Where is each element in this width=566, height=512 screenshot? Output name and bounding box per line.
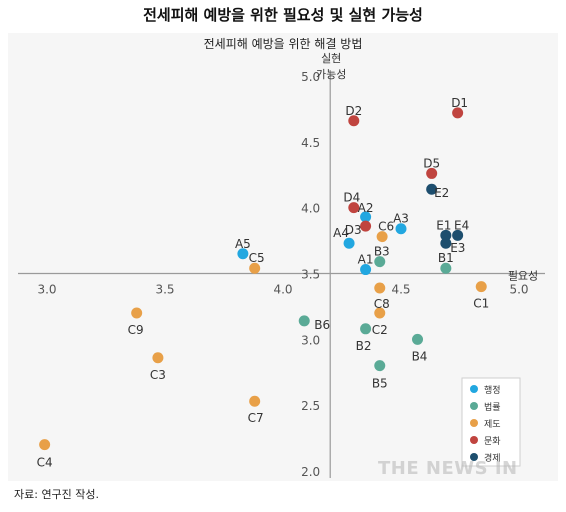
x-tick-label: 5.0 [509, 283, 528, 297]
point-a2 [360, 211, 372, 223]
point-b3 [374, 256, 386, 268]
legend-swatch-4 [470, 436, 478, 444]
y-tick-label: 3.0 [301, 333, 320, 347]
point-label: E4 [454, 218, 469, 232]
point-label: B2 [356, 339, 372, 353]
y-tick-label: 3.5 [301, 268, 320, 282]
point-c3 [152, 352, 164, 364]
legend-label: 제도 [484, 419, 501, 430]
point-label: D5 [423, 156, 440, 170]
point-label: B5 [372, 377, 388, 391]
point-c6 [376, 231, 388, 243]
point-b1 [440, 262, 452, 274]
x-axis-label: 필요성 [508, 270, 538, 283]
point-c1 [475, 281, 487, 293]
y-tick-label: 4.5 [301, 136, 320, 150]
scatter-plot: 3.0 3.5 4.0 4.5 5.02.02.53.03.54.04.55.0실현가능… [18, 52, 545, 479]
point-b6 [298, 315, 310, 327]
point-label: C5 [249, 251, 265, 265]
point-e1 [440, 229, 452, 241]
y-axis-label: 가능성 [316, 68, 346, 81]
point-label: A4 [333, 226, 349, 240]
point-label: E3 [450, 241, 465, 255]
point-e4 [452, 229, 464, 241]
point-label: C1 [473, 297, 489, 311]
legend-swatch-2 [470, 402, 478, 410]
point-label: D3 [345, 223, 362, 237]
point-d4 [348, 202, 360, 214]
point-label: B6 [314, 318, 330, 332]
point-label: C4 [37, 456, 53, 470]
point-d2 [348, 115, 360, 127]
point-c5 [249, 262, 261, 274]
legend-label: 법률 [484, 402, 501, 413]
x-tick-label: 3.0 [37, 283, 56, 297]
legend-label: 행정 [484, 384, 501, 396]
point-label: D1 [451, 96, 468, 110]
point-label: A2 [358, 201, 374, 215]
x-tick-label: 3.5 [155, 283, 174, 297]
point-label: C9 [128, 323, 144, 337]
chart-panel: 전세피해 예방을 위한 해결 방법 3.0 3.5 4.0 4.5 5.0 2.0 2.5 3… [8, 33, 558, 481]
point-label: C2 [372, 323, 388, 337]
point-c7 [249, 395, 261, 407]
page-title: 전세피해 예방을 위한 필요성 및 실현 가능성 [143, 6, 423, 24]
point-label: D4 [343, 191, 360, 205]
point-label: B1 [438, 251, 454, 265]
legend-label: 경제 [484, 452, 501, 464]
y-tick-label: 2.0 [301, 465, 320, 479]
point-label: C7 [248, 411, 264, 425]
point-a4 [343, 237, 355, 249]
point-label: D2 [345, 104, 362, 118]
point-d1 [452, 107, 464, 119]
point-e2 [426, 183, 438, 195]
point-label: C3 [150, 368, 166, 382]
point-label: C8 [374, 297, 390, 311]
point-b5 [374, 360, 386, 372]
point-c2 [374, 307, 386, 319]
point-e3 [440, 237, 452, 249]
x-tick-label: 4.0 [273, 283, 292, 297]
x-tick-label: 4.5 [391, 283, 410, 297]
point-label: A3 [393, 212, 409, 226]
point-label: B4 [412, 349, 428, 363]
legend-swatch-3 [470, 419, 478, 427]
point-a1 [360, 264, 372, 276]
legend-swatch-1 [470, 385, 478, 393]
point-b4 [412, 333, 424, 345]
point-label: E2 [434, 186, 449, 200]
point-c8 [374, 282, 386, 294]
point-b2 [360, 323, 372, 335]
point-label: A5 [235, 237, 251, 251]
point-a5 [237, 248, 249, 260]
point-d5 [426, 167, 438, 179]
legend-label: 문화 [484, 436, 501, 447]
point-label: E1 [436, 218, 451, 232]
y-tick-label: 2.5 [301, 399, 320, 413]
y-tick-label: 4.0 [301, 202, 320, 216]
legend-swatch-5 [470, 453, 478, 461]
chart-title: 전세피해 예방을 위한 해결 방법 [203, 37, 363, 51]
y-tick-label: 5.0 [301, 70, 320, 84]
point-a3 [395, 223, 407, 235]
watermark-text: THE NEWS IN [378, 458, 518, 479]
source-note: 자료: 연구진 작성. [14, 488, 100, 501]
point-label: B3 [374, 245, 390, 259]
point-label: A1 [358, 253, 374, 267]
point-c4 [39, 439, 51, 451]
point-c9 [131, 307, 143, 319]
point-d3 [360, 220, 372, 232]
point-label: C6 [378, 220, 394, 234]
y-axis-label: 실현 [321, 52, 341, 65]
